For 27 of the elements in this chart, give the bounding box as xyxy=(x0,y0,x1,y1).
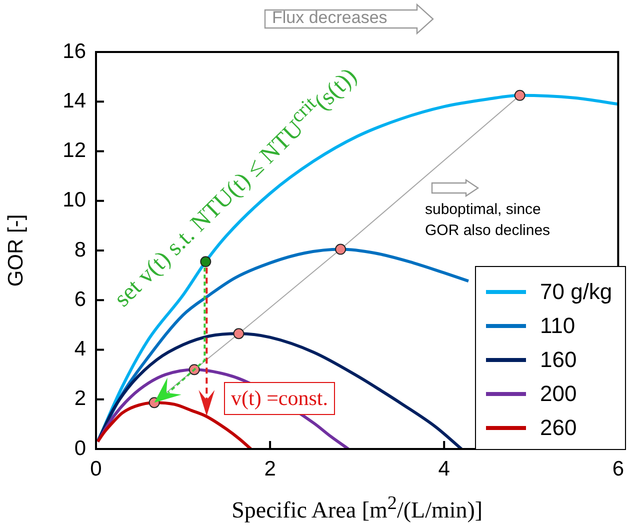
x-tick-label: 2 xyxy=(264,457,276,480)
legend-label: 200 xyxy=(540,381,577,407)
y-tick-label: 8 xyxy=(74,238,86,262)
y-tick-label: 2 xyxy=(74,387,86,410)
legend-label: 70 g/kg xyxy=(540,279,612,305)
y-tick-label: 12 xyxy=(62,139,86,162)
legend-label: 110 xyxy=(540,313,576,339)
y-tick-label: 4 xyxy=(74,338,86,361)
y-tick-label: 6 xyxy=(74,288,86,311)
annotation: v(t) =const. xyxy=(224,382,335,415)
point xyxy=(514,90,526,101)
point xyxy=(233,328,244,340)
text: Flux decreases xyxy=(272,8,388,28)
legend-label: 260 xyxy=(540,415,577,441)
annotation: suboptimal, since GOR also declines xyxy=(425,200,552,241)
point xyxy=(335,244,346,255)
x-tick-label: 6 xyxy=(612,457,624,480)
y-tick-label: 0 xyxy=(74,436,86,460)
y-tick-label: 16 xyxy=(62,40,86,63)
y-tick-label: 14 xyxy=(62,89,86,112)
x-tick-label: 0 xyxy=(90,457,102,480)
x-axis-title: Specific Area [m$^{2}$/(L/min)] xyxy=(232,493,483,524)
x-tick-label: 4 xyxy=(438,457,450,480)
y-axis-title: GOR [-] xyxy=(4,214,28,287)
y-tick-label: 10 xyxy=(62,188,86,212)
legend-label: 160 xyxy=(540,347,577,373)
point xyxy=(200,256,212,268)
